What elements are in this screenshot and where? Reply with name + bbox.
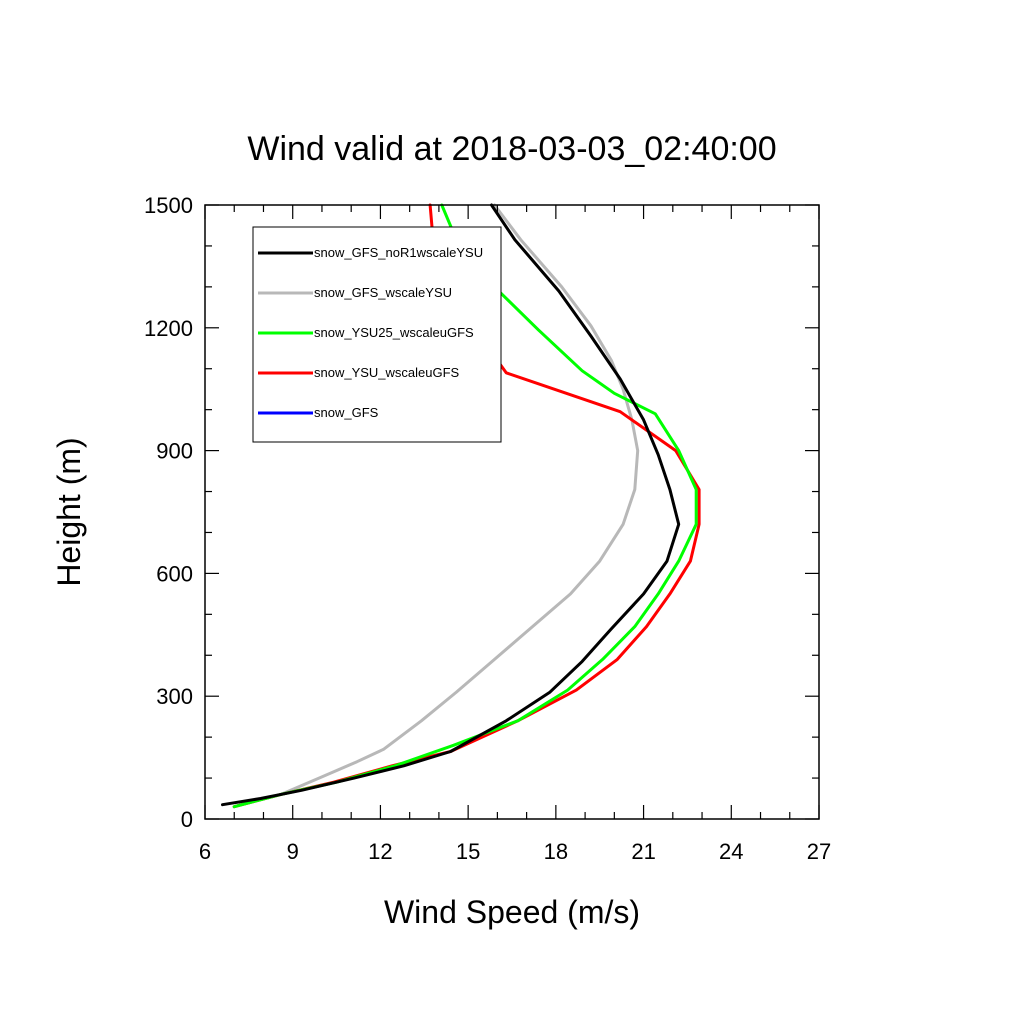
plot-lines [221, 203, 701, 809]
legend-label: snow_GFS_noR1wscaleYSU [314, 245, 483, 260]
x-tick-label: 24 [719, 839, 743, 864]
series-line-snow_YSU25_wscaleuGFS [232, 203, 698, 809]
chart-title: Wind valid at 2018-03-03_02:40:00 [247, 130, 776, 168]
axis-ticks: 6 9 12 15 18 21 24 27 0 300 600 900 1200 1500 [144, 193, 831, 864]
x-tick-label: 18 [544, 839, 568, 864]
y-tick-label: 900 [156, 439, 193, 464]
y-tick-label: 1200 [144, 316, 193, 341]
legend-label: snow_GFS [314, 405, 379, 420]
plot-frame [204, 204, 820, 820]
x-tick-label: 15 [456, 839, 480, 864]
y-tick-label: 300 [156, 684, 193, 709]
y-axis-label: Height (m) [51, 437, 87, 586]
legend: snow_GFS_noR1wscaleYSU snow_GFS_wscaleYSU… [252, 226, 502, 443]
legend-label: snow_YSU_wscaleuGFS [314, 365, 460, 380]
series-line-snow_GFS_wscaleYSU [232, 203, 640, 809]
x-axis-label: Wind Speed (m/s) [384, 894, 640, 930]
series-line-snow_GFS_noR1wscaleYSU [221, 203, 681, 807]
x-tick-label: 27 [807, 839, 831, 864]
legend-label: snow_GFS_wscaleYSU [314, 285, 452, 300]
y-tick-label: 600 [156, 561, 193, 586]
x-tick-label: 21 [631, 839, 655, 864]
x-tick-label: 9 [287, 839, 299, 864]
y-tick-label: 1500 [144, 193, 193, 218]
x-tick-label: 12 [368, 839, 392, 864]
legend-label: snow_YSU25_wscaleuGFS [314, 325, 474, 340]
x-tick-label: 6 [199, 839, 211, 864]
y-tick-label: 0 [181, 807, 193, 832]
